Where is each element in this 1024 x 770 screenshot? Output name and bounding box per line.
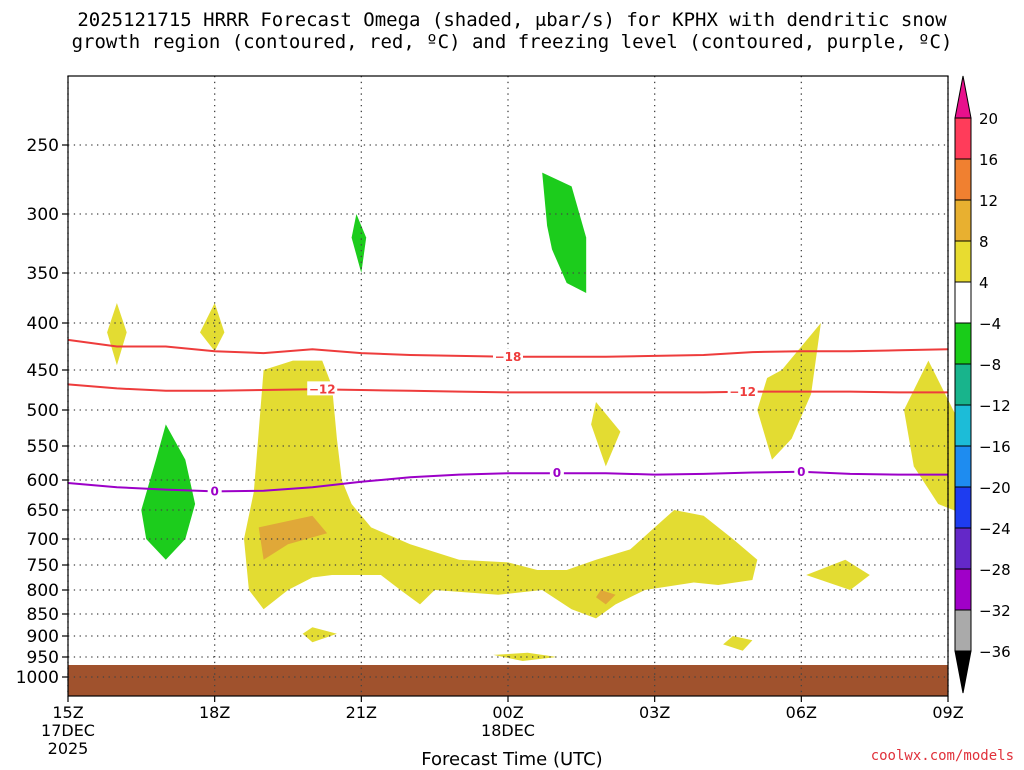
xtick-label-09Z: 09Z bbox=[932, 703, 963, 722]
colorbar-swatch-4 bbox=[954, 281, 972, 324]
colorbar-tick-12: −32 bbox=[979, 602, 1011, 620]
colorbar-swatch-2 bbox=[954, 199, 972, 242]
colorbar-swatch-12 bbox=[954, 609, 972, 652]
colorbar-tick-9: −20 bbox=[979, 479, 1011, 497]
xtick-label-06Z: 06Z bbox=[786, 703, 817, 722]
ytick-label-300: 300 bbox=[27, 205, 59, 225]
contour-label-1-1: −12 bbox=[729, 385, 756, 399]
contour-label-2-2: 0 bbox=[797, 465, 805, 479]
xtick-label-21Z: 21Z bbox=[346, 703, 377, 722]
x-axis-label: Forecast Time (UTC) bbox=[421, 749, 603, 770]
ytick-label-550: 550 bbox=[27, 437, 59, 457]
ytick-label-950: 950 bbox=[27, 648, 59, 668]
ytick-label-850: 850 bbox=[27, 605, 59, 625]
omega-region-6 bbox=[806, 559, 870, 590]
ytick-label-600: 600 bbox=[27, 471, 59, 491]
colorbar-swatch-0 bbox=[954, 117, 972, 160]
omega-region-10 bbox=[258, 515, 328, 560]
xtick-sublabel-00Z: 18DEC bbox=[481, 721, 535, 740]
colorbar-tick-2: 12 bbox=[979, 192, 998, 210]
contour-label-bg-2-2 bbox=[794, 463, 809, 478]
omega-shading bbox=[107, 172, 968, 661]
colorbar-tick-11: −28 bbox=[979, 561, 1011, 579]
colorbar-tick-6: −8 bbox=[979, 356, 1001, 374]
ytick-label-250: 250 bbox=[27, 136, 59, 156]
colorbar-tick-13: −36 bbox=[979, 643, 1011, 661]
colorbar-swatch-8 bbox=[954, 445, 972, 488]
colorbar-swatch-11 bbox=[954, 568, 972, 611]
xtick-label-00Z: 00Z bbox=[492, 703, 523, 722]
ytick-label-750: 750 bbox=[27, 556, 59, 576]
contour-label-2-1: 0 bbox=[553, 466, 561, 480]
chart-title-line-1: 2025121715 HRRR Forecast Omega (shaded, … bbox=[77, 9, 947, 31]
credit-link[interactable]: coolwx.com/models bbox=[870, 748, 1014, 764]
contour-label-bg-1-0 bbox=[307, 381, 338, 396]
xtick-label-18Z: 18Z bbox=[199, 703, 230, 722]
contour-label-2-0: 0 bbox=[210, 484, 218, 498]
ytick-label-800: 800 bbox=[27, 581, 59, 601]
contour-line-1 bbox=[67, 383, 948, 394]
axes: 2503003504004505005506006507007508008509… bbox=[16, 75, 964, 758]
xtick-label-03Z: 03Z bbox=[639, 703, 670, 722]
colorbar-tick-7: −12 bbox=[979, 397, 1011, 415]
omega-region-7 bbox=[302, 627, 337, 643]
ytick-label-900: 900 bbox=[27, 627, 59, 647]
colorbar-swatch-9 bbox=[954, 486, 972, 529]
colorbar-tick-1: 16 bbox=[979, 151, 998, 169]
colorbar-tick-3: 8 bbox=[979, 233, 989, 251]
contour-label-bg-1-1 bbox=[727, 383, 758, 398]
contour-label-bg-2-1 bbox=[549, 465, 564, 480]
omega-region-8 bbox=[723, 636, 753, 651]
ytick-label-700: 700 bbox=[27, 530, 59, 550]
omega-region-12 bbox=[542, 172, 587, 293]
colorbar-tick-10: −24 bbox=[979, 520, 1011, 538]
colorbar-tick-8: −16 bbox=[979, 438, 1011, 456]
omega-region-3 bbox=[591, 402, 621, 467]
colorbar-bottom-arrow bbox=[954, 650, 972, 694]
colorbar-swatch-1 bbox=[954, 158, 972, 201]
ytick-label-350: 350 bbox=[27, 264, 59, 284]
xtick-sublabel-15Z: 17DEC bbox=[41, 721, 95, 740]
omega-region-2 bbox=[200, 303, 225, 352]
colorbar-tick-0: 20 bbox=[979, 110, 998, 128]
omega-region-9 bbox=[493, 652, 557, 661]
contour-label-bg-2-0 bbox=[207, 483, 222, 498]
contour-label-0-0: −18 bbox=[495, 350, 522, 364]
contours: −18 −12 −12 0 0 0 bbox=[67, 338, 949, 498]
contour-label-bg-0-0 bbox=[493, 348, 523, 363]
omega-region-0 bbox=[244, 360, 758, 619]
chart-title-line-2: growth region (contoured, red, ºC) and f… bbox=[71, 31, 953, 53]
gridlines bbox=[67, 76, 949, 696]
colorbar: 20 16 12 8 4 −4 −8 −12 −16 −20 −24 −28 −32 −36 bbox=[954, 75, 1011, 694]
xtick-label-15Z: 15Z bbox=[52, 703, 83, 722]
ytick-label-1000: 1000 bbox=[16, 668, 59, 688]
omega-region-11 bbox=[596, 590, 616, 605]
omega-region-14 bbox=[141, 424, 196, 560]
colorbar-swatch-10 bbox=[954, 527, 972, 570]
colorbar-top-arrow bbox=[954, 75, 972, 119]
colorbar-tick-5: −4 bbox=[979, 315, 1001, 333]
ytick-label-450: 450 bbox=[27, 361, 59, 381]
omega-region-13 bbox=[351, 214, 367, 273]
colorbar-swatch-6 bbox=[954, 363, 972, 406]
colorbar-tick-4: 4 bbox=[979, 274, 989, 292]
ytick-label-400: 400 bbox=[27, 314, 59, 334]
colorbar-swatch-5 bbox=[954, 322, 972, 365]
colorbar-swatch-7 bbox=[954, 404, 972, 447]
ytick-label-650: 650 bbox=[27, 501, 59, 521]
colorbar-swatch-3 bbox=[954, 240, 972, 283]
xtick-year-15Z: 2025 bbox=[48, 739, 89, 758]
omega-region-5 bbox=[904, 360, 968, 516]
omega-region-1 bbox=[107, 303, 127, 366]
ytick-label-500: 500 bbox=[27, 401, 59, 421]
contour-label-1-0: −12 bbox=[309, 382, 336, 396]
